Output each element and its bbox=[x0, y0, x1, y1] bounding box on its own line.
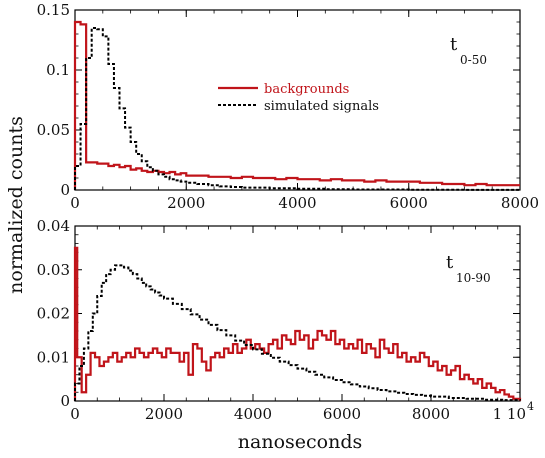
bottom-ytick-label: 0.01 bbox=[37, 348, 70, 366]
bottom-series-backgrounds bbox=[73, 246, 522, 401]
bottom-xtick-label: 2000 bbox=[145, 405, 183, 423]
top-xtick-label: 2000 bbox=[167, 194, 205, 212]
bottom-series bbox=[73, 246, 522, 402]
bottom-ytick-label: 0.03 bbox=[37, 261, 70, 279]
top-series-simulated-signals bbox=[74, 27, 521, 191]
bottom-annotation-main: t bbox=[446, 252, 454, 273]
x-axis-label: nanoseconds bbox=[238, 431, 362, 453]
bottom-ticks: 0 2000 4000 6000 8000 1 10 4 0 0.01 0.02 0.03 0.04 bbox=[37, 217, 534, 423]
top-panel: 0 2000 4000 6000 8000 0 0.05 0.1 0.15 t 0-50 bac… bbox=[37, 1, 540, 212]
bottom-xtick-label: 0 bbox=[70, 405, 80, 423]
top-annotation-main: t bbox=[450, 34, 458, 55]
top-annotation: t 0-50 bbox=[450, 34, 487, 67]
top-ytick-label: 0.15 bbox=[37, 1, 70, 19]
bottom-xtick-exponent: 4 bbox=[527, 400, 534, 413]
bottom-ytick-label: 0 bbox=[60, 392, 70, 410]
bottom-series-simulated-signals bbox=[74, 264, 521, 402]
top-xtick-label: 4000 bbox=[278, 194, 316, 212]
bottom-annotation-sub: 10-90 bbox=[456, 271, 491, 285]
bottom-xtick-label: 1 10 bbox=[493, 405, 526, 423]
bottom-ytick-label: 0.04 bbox=[37, 217, 70, 235]
top-ytick-label: 0.05 bbox=[37, 121, 70, 139]
legend-backgrounds-label: backgrounds bbox=[264, 82, 349, 97]
legend: backgrounds simulated signals bbox=[218, 82, 379, 114]
bottom-annotation: t 10-90 bbox=[446, 252, 491, 285]
top-xtick-label: 0 bbox=[70, 194, 80, 212]
bottom-plot-frame bbox=[74, 225, 521, 402]
bottom-xtick-label: 6000 bbox=[323, 405, 361, 423]
y-axis-label: normalized counts bbox=[5, 116, 27, 294]
legend-signals-label: simulated signals bbox=[264, 99, 379, 114]
top-ytick-label: 0 bbox=[60, 181, 70, 199]
top-xtick-label: 8000 bbox=[501, 194, 539, 212]
bottom-panel: 0 2000 4000 6000 8000 1 10 400.010.020.030.04 … bbox=[37, 217, 534, 423]
top-ticks: 0 2000 4000 6000 8000 0 0.05 0.1 0.15 bbox=[37, 1, 540, 212]
top-ytick-label: 0.1 bbox=[46, 61, 70, 79]
bottom-xtick-label: 8000 bbox=[412, 405, 450, 423]
top-series-backgrounds bbox=[73, 20, 520, 190]
bottom-ytick-label: 0.02 bbox=[37, 305, 70, 323]
bottom-xtick-label: 4000 bbox=[234, 405, 272, 423]
top-series bbox=[73, 20, 521, 191]
top-annotation-sub: 0-50 bbox=[460, 53, 487, 67]
top-xtick-label: 6000 bbox=[390, 194, 428, 212]
